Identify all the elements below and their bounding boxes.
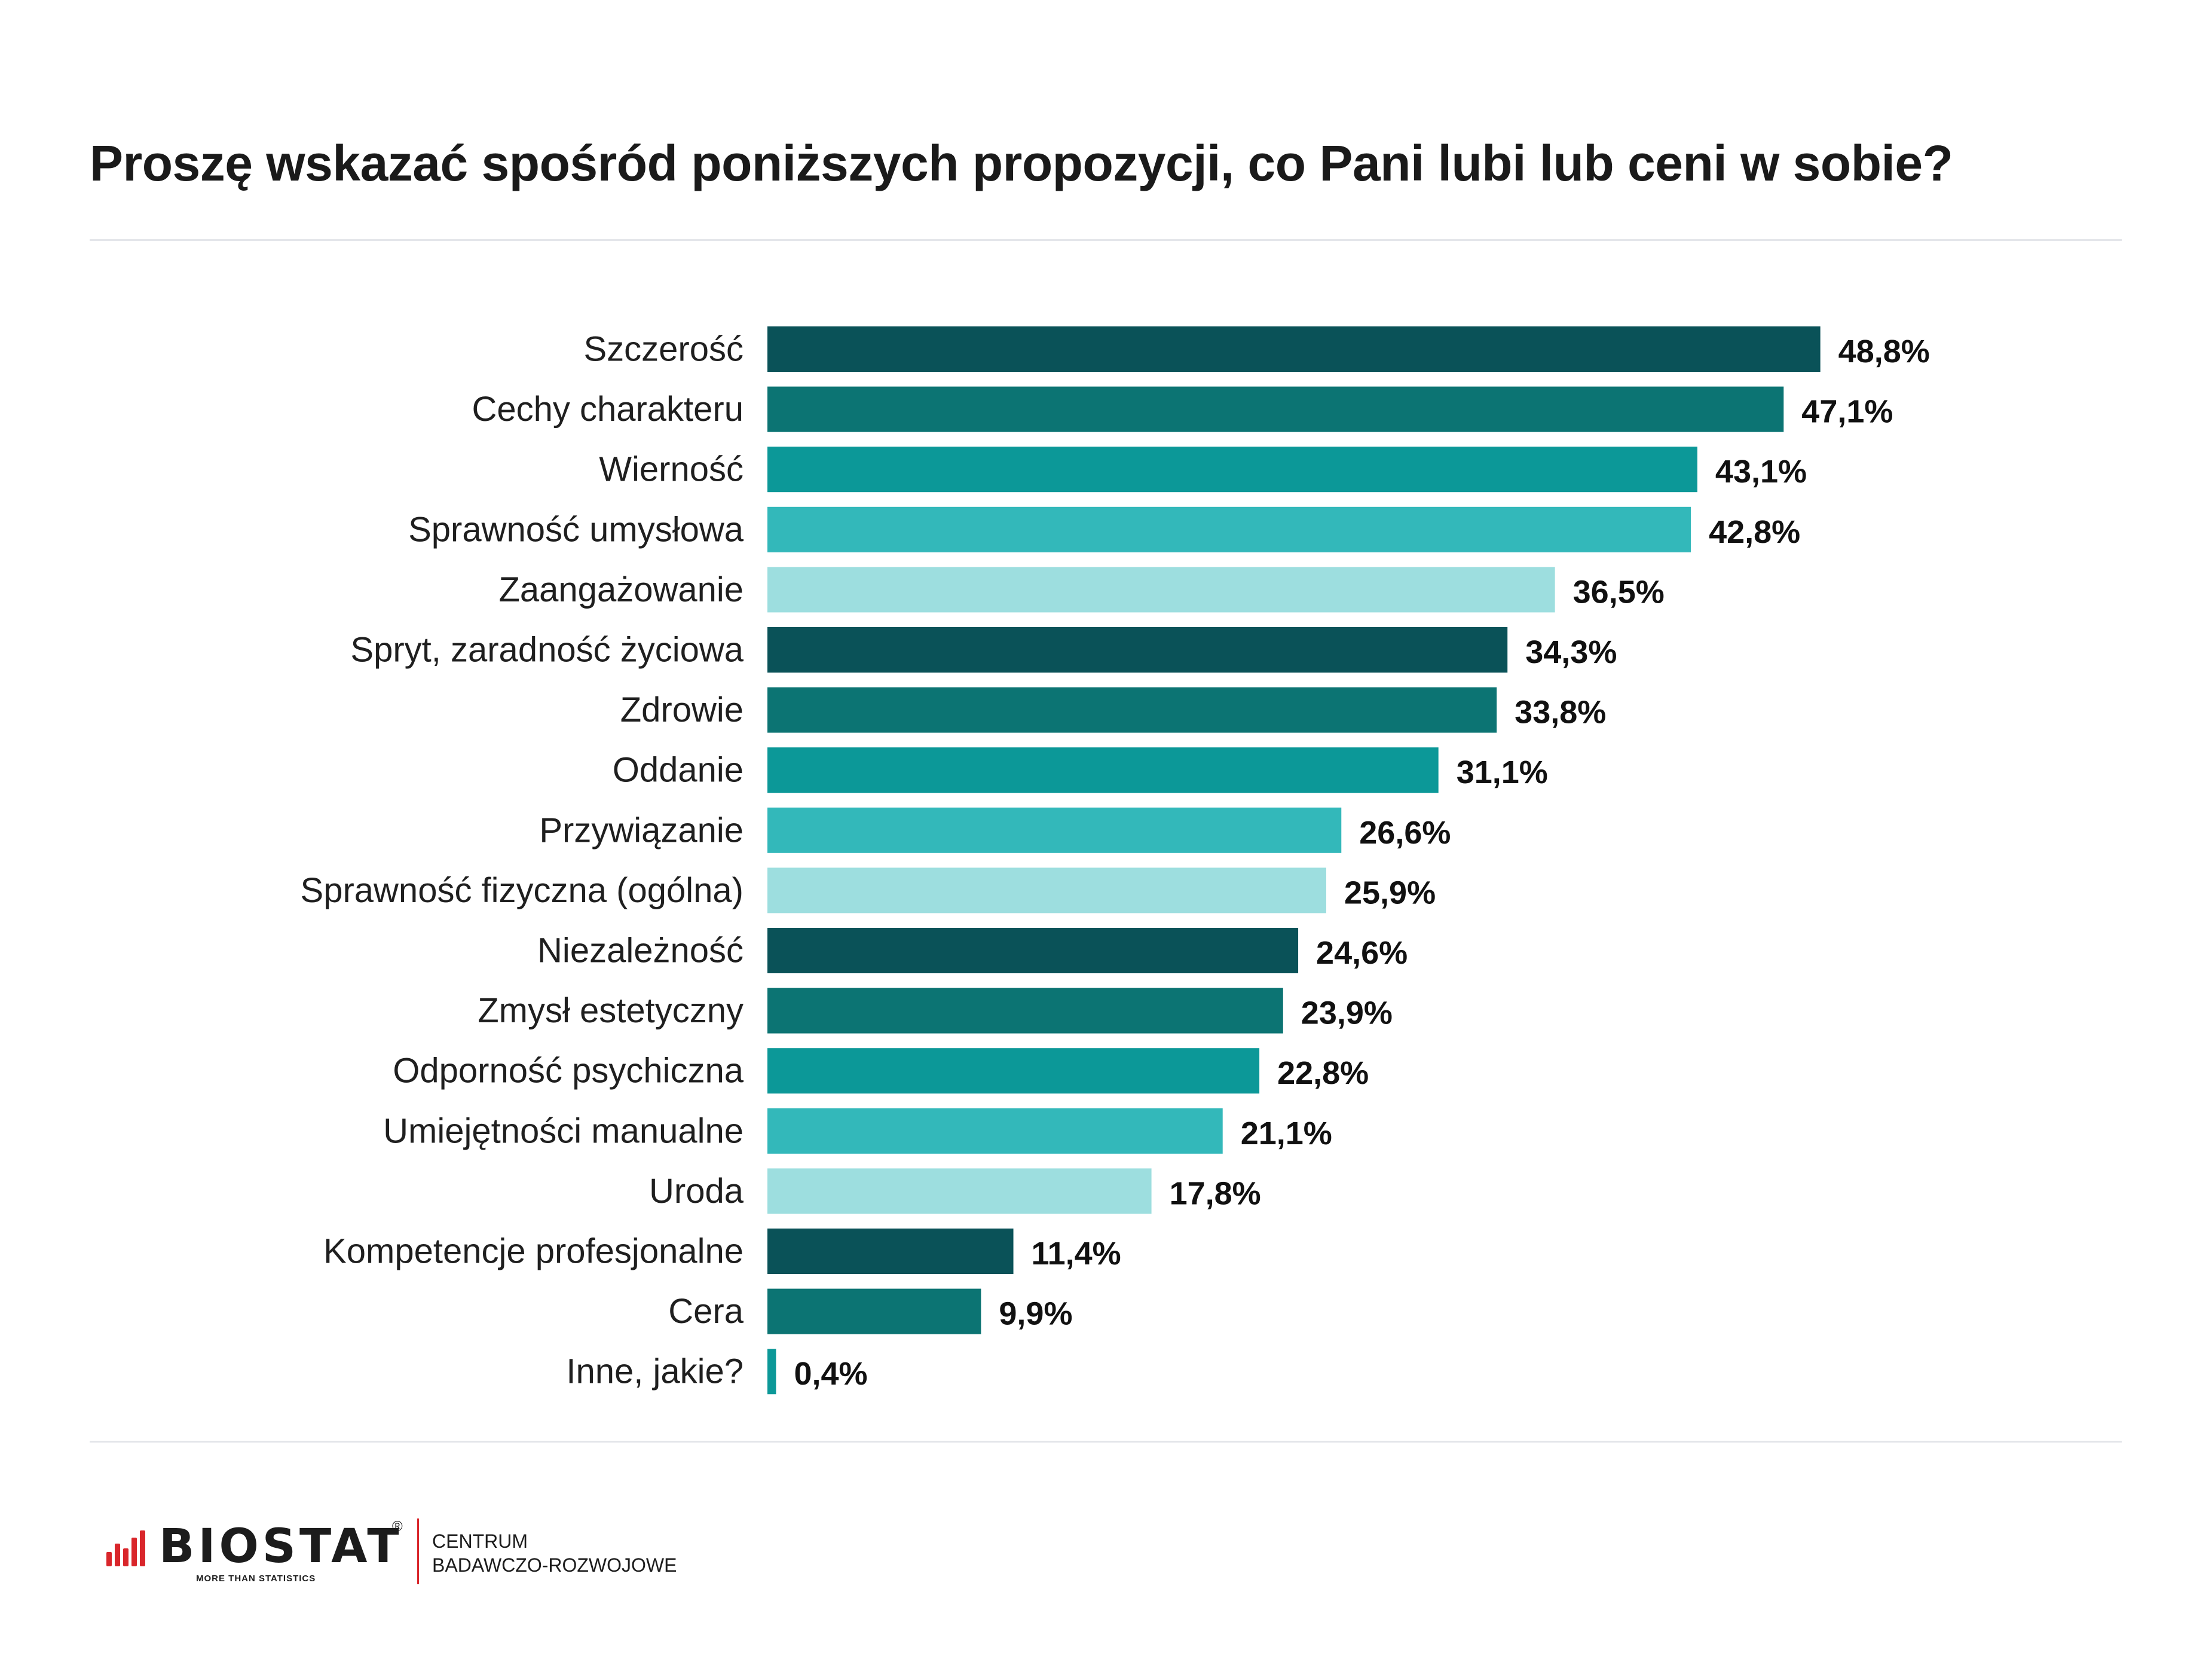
value-label: 23,9%: [1301, 995, 1393, 1031]
category-label: Niezależność: [537, 931, 744, 970]
category-label: Cechy charakteru: [472, 390, 744, 429]
centre-name-line1: CENTRUM: [432, 1530, 528, 1552]
category-label: Zaangażowanie: [498, 570, 744, 609]
category-label: Spryt, zaradność życiowa: [350, 631, 744, 670]
value-label: 31,1%: [1457, 754, 1548, 790]
bar: [767, 747, 1439, 793]
category-label: Cera: [668, 1292, 744, 1331]
chart-title: Proszę wskazać spośród poniższych propoz…: [90, 135, 1953, 191]
logo-wordmark: BIOSTAT: [159, 1520, 403, 1573]
bar: [767, 1168, 1152, 1214]
value-label: 47,1%: [1801, 394, 1893, 430]
centre-name-line2: BADAWCZO-ROZWOJOWE: [432, 1554, 677, 1576]
bar: [767, 687, 1497, 733]
bar: [767, 447, 1697, 493]
bar: [767, 506, 1691, 552]
value-label: 0,4%: [794, 1356, 867, 1392]
bar: [767, 627, 1508, 673]
logo-tagline: MORE THAN STATISTICS: [196, 1573, 316, 1584]
centre-name: CENTRUM BADAWCZO-ROZWOJOWE: [432, 1529, 677, 1577]
bar: [767, 867, 1326, 913]
bar: [767, 1108, 1223, 1154]
value-label: 33,8%: [1515, 695, 1606, 731]
bottom-divider: [90, 1441, 2122, 1443]
bar: [767, 1349, 776, 1395]
value-label: 17,8%: [1170, 1175, 1261, 1211]
registered-mark: ®: [392, 1518, 403, 1535]
value-label: 43,1%: [1715, 454, 1807, 490]
value-label: 21,1%: [1241, 1116, 1332, 1151]
bar: [767, 928, 1299, 973]
value-label: 24,6%: [1316, 935, 1408, 971]
value-label: 11,4%: [1032, 1236, 1121, 1272]
category-label: Zmysł estetyczny: [478, 991, 744, 1030]
bar: [767, 326, 1821, 372]
bar: [767, 1048, 1260, 1094]
category-label: Umiejętności manualne: [383, 1111, 744, 1150]
value-label: 36,5%: [1573, 574, 1665, 610]
bar: [767, 988, 1283, 1034]
bar: [767, 1288, 981, 1334]
category-label: Uroda: [649, 1172, 744, 1211]
value-label: 48,8%: [1838, 334, 1930, 369]
category-label: Sprawność fizyczna (ogólna): [301, 871, 744, 910]
category-label: Przywiązanie: [539, 811, 744, 850]
top-divider: [90, 239, 2122, 241]
value-label: 26,6%: [1359, 815, 1451, 851]
bar: [767, 807, 1342, 853]
logo-divider: [417, 1518, 419, 1584]
bar: [767, 1229, 1014, 1274]
bar: [767, 386, 1784, 432]
value-label: 34,3%: [1525, 634, 1617, 670]
category-label: Zdrowie: [620, 690, 744, 729]
value-label: 25,9%: [1344, 875, 1436, 910]
category-label: Oddanie: [613, 751, 744, 790]
bar: [767, 567, 1555, 613]
biostat-bars-icon: [106, 1530, 148, 1566]
category-label: Odporność psychiczna: [393, 1052, 744, 1090]
value-label: 42,8%: [1709, 514, 1800, 550]
value-label: 22,8%: [1277, 1055, 1369, 1091]
category-label: Kompetencje profesjonalne: [323, 1232, 744, 1271]
value-label: 9,9%: [999, 1296, 1072, 1332]
category-label: Inne, jakie?: [566, 1352, 744, 1391]
category-label: Szczerość: [583, 330, 744, 369]
category-label: Sprawność umysłowa: [408, 510, 744, 549]
category-label: Wierność: [599, 450, 744, 489]
